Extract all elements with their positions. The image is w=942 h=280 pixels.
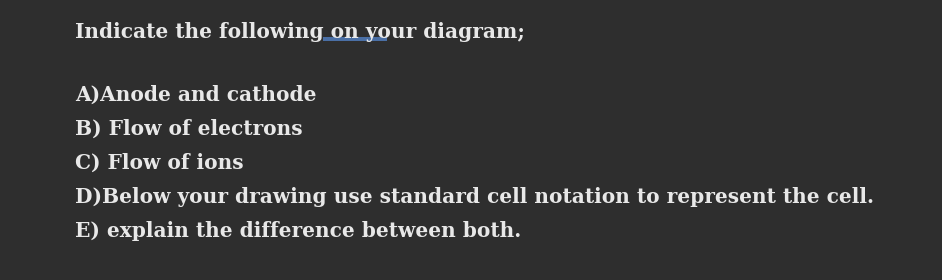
Text: D)Below your drawing use standard cell notation to represent the cell.: D)Below your drawing use standard cell n… xyxy=(75,187,874,207)
Text: Indicate the following on your diagram;: Indicate the following on your diagram; xyxy=(75,22,525,42)
Text: A)Anode and cathode: A)Anode and cathode xyxy=(75,85,317,105)
Bar xyxy=(323,38,387,41)
Text: B) Flow of electrons: B) Flow of electrons xyxy=(75,119,302,139)
Text: E) explain the difference between both.: E) explain the difference between both. xyxy=(75,221,521,241)
Text: C) Flow of ions: C) Flow of ions xyxy=(75,153,244,173)
